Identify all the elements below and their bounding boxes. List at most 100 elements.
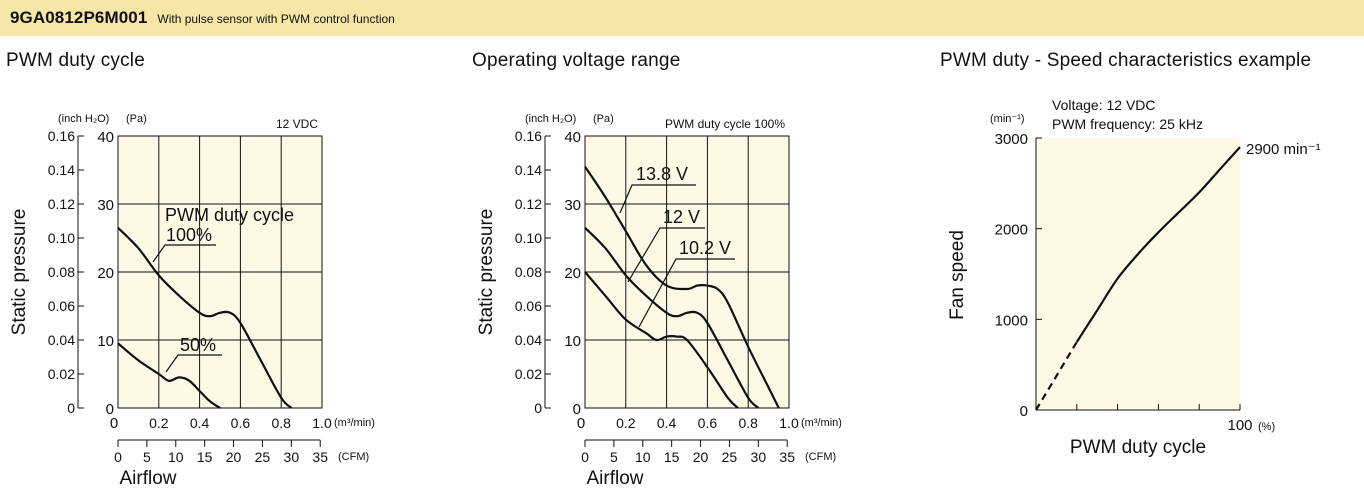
chart2-inch-tick-label-3: 0.06 — [515, 298, 542, 314]
chart2-cfm-tick-label-0: 0 — [581, 449, 589, 465]
chart2-annotation-13-8v: 13.8 V — [636, 164, 688, 184]
chart2-annotation-12v: 12 V — [663, 207, 700, 227]
chart3-y-tick-label-3: 3000 — [995, 131, 1028, 148]
chart2-leader-13-8v — [619, 184, 696, 214]
chart2-pa-tick-label-2: 20 — [564, 265, 581, 282]
chart1-x-tick-label-2: 0.6 — [231, 415, 251, 431]
chart3-unit-percent: (%) — [1258, 421, 1275, 433]
section-title-operating-voltage: Operating voltage range — [472, 50, 681, 71]
chart1-unit-pa: (Pa) — [126, 113, 147, 125]
chart1-x-axis-title: Airflow — [119, 468, 176, 489]
chart2-inch-tick-label-8: 0.16 — [515, 128, 542, 144]
chart1-inch-tick-label-0: 0 — [67, 400, 75, 416]
chart2-x-tick-label-3: 0.8 — [738, 415, 758, 431]
chart1-x-zero-label: 0 — [110, 415, 118, 432]
chart1-cfm-tick-label-1: 5 — [143, 449, 151, 465]
chart2-leader-10-2v — [638, 258, 735, 328]
chart2-x-tick-label-1: 0.4 — [657, 415, 677, 431]
chart1-leader-50 — [165, 354, 222, 373]
chart3-series-dashed — [1035, 341, 1078, 411]
chart1-cfm-tick-label-4: 20 — [226, 449, 242, 465]
chart3-plot-area — [1036, 138, 1240, 410]
chart2-inch-tick-label-4: 0.08 — [515, 264, 542, 280]
chart1-inch-tick-label-6: 0.12 — [48, 196, 75, 212]
chart2-condition-label: PWM duty cycle 100% — [665, 117, 785, 131]
chart2-x-tick-label-0: 0.2 — [616, 415, 636, 431]
chart3-y-tick-label-2: 2000 — [995, 222, 1028, 239]
chart1-inch-tick-label-3: 0.06 — [48, 298, 75, 314]
chart1-pa-tick-label-4: 40 — [97, 129, 114, 146]
chart2-pa-tick-label-3: 30 — [564, 197, 581, 214]
chart2-series-102v — [584, 271, 739, 409]
chart1-y-axis-title: Static pressure — [9, 209, 30, 336]
chart2-cfm-tick-label-5: 25 — [722, 449, 738, 465]
chart1-leader-100 — [152, 244, 216, 263]
chart3-end-label: 2900 min⁻¹ — [1246, 141, 1321, 158]
chart2-inch-tick-label-7: 0.14 — [515, 162, 542, 178]
chart1-inch-tick-label-8: 0.16 — [48, 128, 75, 144]
chart2-unit-m3: (m³/min) — [801, 417, 842, 429]
chart1-cfm-tick-label-5: 25 — [255, 449, 271, 465]
chart2-cfm-tick-label-2: 10 — [635, 449, 651, 465]
chart1-annotation-50: 50% — [180, 335, 216, 355]
chart1-inch-tick-label-2: 0.04 — [48, 332, 75, 348]
chart3-condition-voltage: Voltage: 12 VDC — [1052, 97, 1156, 113]
chart1-cfm-tick-label-3: 15 — [197, 449, 213, 465]
chart1-x-tick-label-3: 0.8 — [271, 415, 291, 431]
chart2-unit-pa: (Pa) — [593, 113, 614, 125]
chart1-cfm-tick-label-2: 10 — [168, 449, 184, 465]
model-description: With pulse sensor with PWM control funct… — [157, 12, 395, 26]
chart3-series-solid — [1075, 146, 1241, 343]
chart1-pa-tick-label-2: 20 — [97, 265, 114, 282]
chart1-cfm-tick-label-6: 30 — [284, 449, 300, 465]
chart3-y-tick-label-0: 0 — [1020, 403, 1028, 420]
chart2-cfm-tick-label-7: 35 — [779, 449, 795, 465]
chart1-pa-tick-label-3: 30 — [97, 197, 114, 214]
chart1-inch-tick-label-4: 0.08 — [48, 264, 75, 280]
chart2-pa-tick-label-4: 40 — [564, 129, 581, 146]
chart3-y-tick-label-1: 1000 — [995, 312, 1028, 329]
chart1-cfm-tick-label-0: 0 — [114, 449, 122, 465]
chart2-cfm-tick-label-6: 30 — [751, 449, 767, 465]
chart2-cfm-tick-label-1: 5 — [610, 449, 618, 465]
chart2-series-138v — [584, 165, 780, 409]
chart2-unit-inch: (inch H₂O) — [525, 113, 576, 125]
section-title-speed-characteristics: PWM duty - Speed characteristics example — [940, 50, 1312, 71]
chart2-leader-12v — [627, 227, 705, 283]
chart1-pa-tick-label-0: 0 — [106, 401, 114, 418]
chart3-x-axis-title: PWM duty cycle — [1070, 437, 1206, 458]
chart1-series-100 — [117, 227, 293, 409]
chart1-condition-label: 12 VDC — [276, 117, 318, 131]
chart2-x-tick-label-4: 1.0 — [779, 415, 799, 431]
chart2-inch-tick-label-0: 0 — [534, 400, 542, 416]
chart2-x-axis-title: Airflow — [586, 468, 643, 489]
chart2-cfm-tick-label-3: 15 — [664, 449, 680, 465]
chart1-series-50 — [117, 342, 221, 409]
chart2-cfm-tick-label-4: 20 — [693, 449, 709, 465]
model-number: 9GA0812P6M001 — [10, 8, 148, 27]
chart1-unit-cfm: (CFM) — [338, 451, 369, 463]
chart1-unit-m3: (m³/min) — [334, 417, 375, 429]
chart1-x-tick-label-1: 0.4 — [190, 415, 210, 431]
chart2-inch-tick-label-1: 0.02 — [515, 366, 542, 382]
chart2-inch-tick-label-2: 0.04 — [515, 332, 542, 348]
chart3-unit-min: (min⁻¹) — [990, 113, 1025, 125]
chart2-annotation-10-2v: 10.2 V — [679, 238, 731, 258]
chart3-y-axis-title: Fan speed — [947, 230, 968, 320]
chart1-inch-tick-label-5: 0.10 — [48, 230, 75, 246]
chart2-inch-tick-label-6: 0.12 — [515, 196, 542, 212]
chart1-annotation-pwm-duty-cycle: PWM duty cycle — [165, 205, 294, 225]
chart1-inch-tick-label-1: 0.02 — [48, 366, 75, 382]
chart2-x-tick-label-2: 0.6 — [698, 415, 718, 431]
header-bar: 9GA0812P6M001 With pulse sensor with PWM… — [0, 0, 1364, 36]
chart2-series-12v — [584, 227, 760, 409]
chart1-annotation-100: 100% — [166, 225, 212, 245]
chart3-condition-frequency: PWM frequency: 25 kHz — [1052, 116, 1203, 132]
chart2-pa-tick-label-0: 0 — [573, 401, 581, 418]
chart1-unit-inch: (inch H₂O) — [58, 113, 109, 125]
chart2-pa-tick-label-1: 10 — [564, 333, 581, 350]
chart1-cfm-tick-label-7: 35 — [312, 449, 328, 465]
chart1-pa-tick-label-1: 10 — [97, 333, 114, 350]
chart2-y-axis-title: Static pressure — [476, 209, 497, 336]
